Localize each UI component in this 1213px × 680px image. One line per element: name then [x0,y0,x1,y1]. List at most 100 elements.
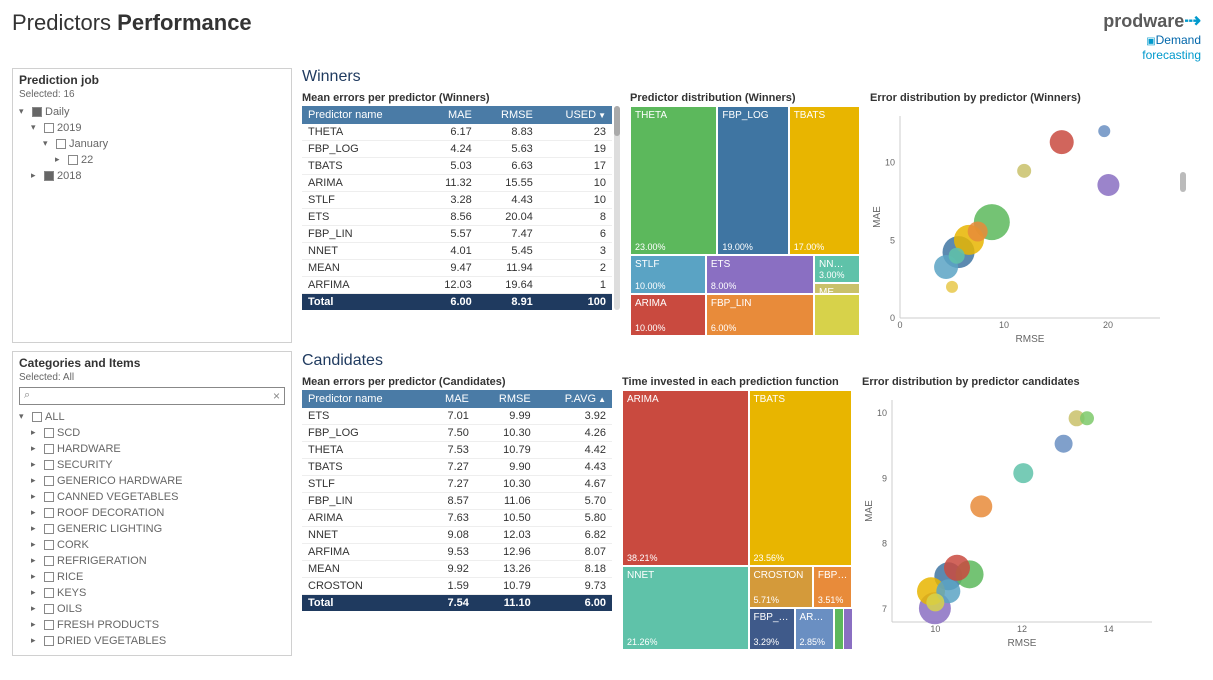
tree-item[interactable]: ▸CANNED VEGETABLES [19,489,285,505]
treemap-cell[interactable]: AR…2.85% [795,608,834,650]
treemap-cell[interactable] [814,294,860,335]
checkbox-icon[interactable] [44,524,54,534]
checkbox-icon[interactable] [56,139,66,149]
table-row[interactable]: MEAN9.4711.942 [302,259,612,276]
search-input[interactable] [30,390,273,402]
table-row[interactable]: ARFIMA9.5312.968.07 [302,543,612,560]
checkbox-icon[interactable] [44,604,54,614]
checkbox-icon[interactable] [44,428,54,438]
tree-item[interactable]: ▾January [19,136,285,152]
treemap-cell[interactable]: NN…3.00% [814,255,860,283]
tree-item[interactable]: ▸KEYS [19,585,285,601]
table-row[interactable]: ETS8.5620.048 [302,208,612,225]
treemap-cell[interactable]: FBP_…3.29% [749,608,795,650]
scatter-point[interactable] [1050,130,1074,154]
table-row[interactable]: STLF7.2710.304.67 [302,475,612,492]
checkbox-icon[interactable] [68,155,78,165]
column-header[interactable]: MAE [424,390,475,408]
candidates-table[interactable]: Predictor nameMAERMSEP.AVG▲ETS7.019.993.… [302,390,612,611]
scatter-point[interactable] [949,247,965,263]
tree-item[interactable]: ▸RICE [19,569,285,585]
tree-item[interactable]: ▾Daily [19,104,285,120]
winners-scatter[interactable]: 010200510RMSEMAE [870,106,1170,346]
winners-scrollbar[interactable] [614,106,620,310]
treemap-cell[interactable]: FBP…3.51% [813,566,852,608]
scatter-point[interactable] [926,593,944,611]
tree-item[interactable]: ▸CORK [19,537,285,553]
tree-item[interactable]: ▸SCD [19,425,285,441]
scatter-point[interactable] [968,221,988,241]
checkbox-icon[interactable] [44,620,54,630]
table-row[interactable]: ARIMA11.3215.5510 [302,174,612,191]
table-row[interactable]: FBP_LOG4.245.6319 [302,140,612,157]
checkbox-icon[interactable] [44,556,54,566]
treemap-cell[interactable]: NNET21.26% [622,566,749,649]
tree-item[interactable]: ▸FRESH PRODUCTS [19,617,285,633]
table-row[interactable]: NNET4.015.453 [302,242,612,259]
treemap-cell[interactable]: ETS8.00% [706,255,814,294]
checkbox-icon[interactable] [44,460,54,470]
tree-item[interactable]: ▸GENERIC LIGHTING [19,521,285,537]
checkbox-icon[interactable] [44,171,54,181]
checkbox-icon[interactable] [44,123,54,133]
checkbox-icon[interactable] [44,444,54,454]
tree-item[interactable]: ▸GENERICO HARDWARE [19,473,285,489]
table-row[interactable]: ARIMA7.6310.505.80 [302,509,612,526]
tree-item[interactable]: ▾2019 [19,120,285,136]
treemap-cell[interactable]: FBP_LOG19.00% [717,106,788,256]
scatter-point[interactable] [1098,125,1110,137]
treemap-cell[interactable]: CROSTON5.71% [749,566,813,608]
tree-item[interactable]: ▸HARDWARE [19,441,285,457]
scatter-point[interactable] [946,281,958,293]
checkbox-icon[interactable] [44,588,54,598]
column-header[interactable]: USED▼ [539,106,612,124]
table-row[interactable]: ARFIMA12.0319.641 [302,276,612,293]
tree-item[interactable]: ▸REFRIGERATION [19,553,285,569]
table-row[interactable]: FBP_LIN5.577.476 [302,225,612,242]
table-row[interactable]: ETS7.019.993.92 [302,408,612,425]
treemap-cell[interactable]: FBP_LIN6.00% [706,294,814,335]
treemap-cell[interactable]: ARIMA38.21% [622,390,749,567]
scatter-point[interactable] [1013,463,1033,483]
table-row[interactable]: STLF3.284.4310 [302,191,612,208]
tree-item[interactable]: ▸SECURITY [19,457,285,473]
checkbox-icon[interactable] [32,107,42,117]
treemap-cell[interactable]: ARIMA10.00% [630,294,706,335]
column-header[interactable]: RMSE [478,106,539,124]
candidates-scatter[interactable]: 10121478910RMSEMAE [862,390,1162,650]
treemap-cell[interactable]: STLF10.00% [630,255,706,294]
table-row[interactable]: TBATS7.279.904.43 [302,458,612,475]
tree-item[interactable]: ▸DRIED VEGETABLES [19,633,285,649]
scatter-point[interactable] [1080,411,1094,425]
column-header[interactable]: Predictor name [302,106,423,124]
scatter-point[interactable] [1097,174,1119,196]
category-search[interactable]: ⌕ × [19,387,285,405]
tree-item[interactable]: ▾ALL [19,409,285,425]
table-row[interactable]: CROSTON1.5910.799.73 [302,577,612,594]
candidates-treemap[interactable]: ARIMA38.21%TBATS23.56%NNET21.26%CROSTON5… [622,390,852,650]
tree-item[interactable]: ▸ROOF DECORATION [19,505,285,521]
tree-item[interactable]: ▸OILS [19,601,285,617]
page-scrollbar[interactable] [1180,92,1186,346]
checkbox-icon[interactable] [44,508,54,518]
scatter-point[interactable] [944,554,970,580]
winners-treemap[interactable]: THETA23.00%FBP_LOG19.00%TBATS17.00%STLF1… [630,106,860,336]
checkbox-icon[interactable] [32,412,42,422]
checkbox-icon[interactable] [44,572,54,582]
scatter-point[interactable] [970,495,992,517]
column-header[interactable]: RMSE [475,390,537,408]
column-header[interactable]: Predictor name [302,390,424,408]
checkbox-icon[interactable] [44,492,54,502]
clear-search-icon[interactable]: × [273,389,280,403]
table-row[interactable]: FBP_LIN8.5711.065.70 [302,492,612,509]
table-row[interactable]: THETA6.178.8323 [302,124,612,141]
treemap-cell[interactable] [843,608,853,650]
scatter-point[interactable] [1055,434,1073,452]
checkbox-icon[interactable] [44,540,54,550]
checkbox-icon[interactable] [44,476,54,486]
table-row[interactable]: FBP_LOG7.5010.304.26 [302,424,612,441]
treemap-cell[interactable]: TBATS17.00% [789,106,860,256]
table-row[interactable]: TBATS5.036.6317 [302,157,612,174]
treemap-cell[interactable]: ME… [814,283,860,295]
checkbox-icon[interactable] [44,636,54,646]
